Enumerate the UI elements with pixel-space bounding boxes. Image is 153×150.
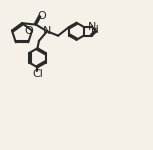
Text: N: N [43, 26, 51, 36]
Text: Cl: Cl [32, 69, 43, 79]
Text: O: O [24, 26, 33, 36]
Text: O: O [38, 11, 47, 21]
Text: H: H [91, 25, 99, 35]
Text: N: N [88, 22, 97, 32]
